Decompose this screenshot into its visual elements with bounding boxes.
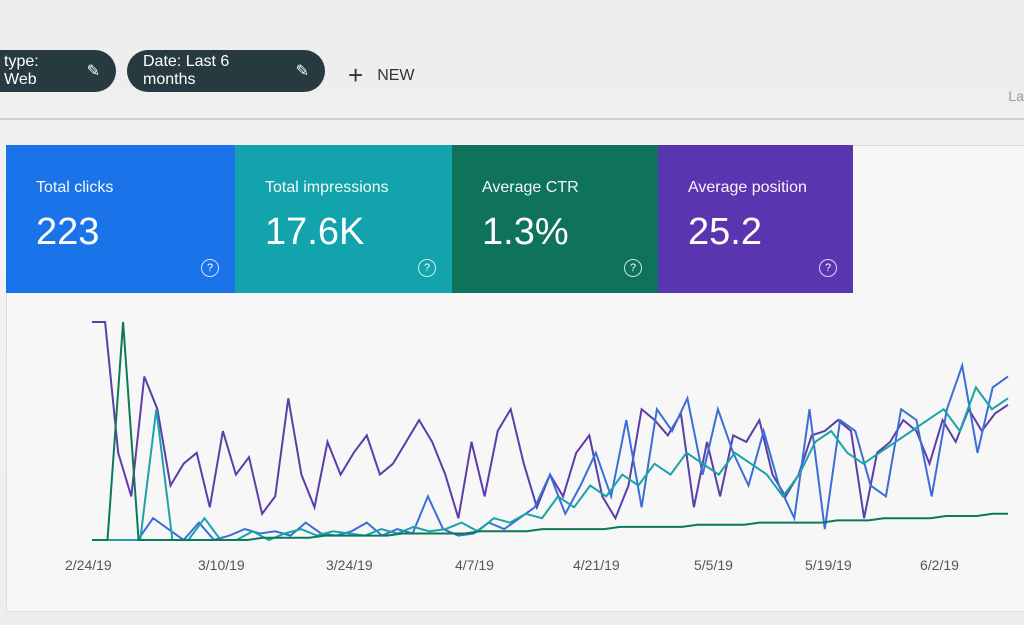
- help-icon[interactable]: ?: [624, 259, 642, 277]
- metric-card-average-position[interactable]: Average position 25.2?: [658, 145, 853, 293]
- filter-chip-type[interactable]: type: Web ✎: [0, 50, 116, 92]
- series-line-total-clicks: [92, 361, 1009, 542]
- filter-label: Date: Last 6 months: [143, 53, 230, 88]
- last-updated-label: La: [1008, 88, 1024, 104]
- x-tick-label: 4/7/19: [455, 557, 494, 573]
- metric-card-average-ctr[interactable]: Average CTR 1.3%?: [452, 145, 658, 293]
- x-tick-label: 5/19/19: [805, 557, 852, 573]
- metric-value: 17.6K: [265, 211, 365, 253]
- metric-title: Total impressions: [265, 179, 389, 196]
- plus-icon: +: [348, 60, 364, 90]
- metric-title: Average CTR: [482, 179, 579, 196]
- x-tick-label: 6/2/19: [920, 557, 959, 573]
- x-tick-label: 3/24/19: [326, 557, 373, 573]
- pencil-icon[interactable]: ✎: [86, 63, 100, 80]
- help-icon[interactable]: ?: [819, 259, 837, 277]
- series-line-average-ctr: [92, 321, 1008, 541]
- x-tick-label: 2/24/19: [65, 557, 112, 573]
- help-icon[interactable]: ?: [418, 259, 436, 277]
- pencil-icon[interactable]: ✎: [295, 63, 309, 80]
- new-filter-button[interactable]: + NEW: [348, 60, 415, 91]
- filter-label: type: Web: [4, 53, 39, 88]
- metric-card-total-impressions[interactable]: Total impressions 17.6K?: [235, 145, 452, 293]
- x-tick-label: 4/21/19: [573, 557, 620, 573]
- metric-value: 223: [36, 211, 100, 253]
- metric-title: Average position: [688, 179, 807, 196]
- x-tick-label: 3/10/19: [198, 557, 245, 573]
- new-label: NEW: [377, 66, 415, 84]
- x-tick-label: 5/5/19: [694, 557, 733, 573]
- metric-card-total-clicks[interactable]: Total clicks 223?: [6, 145, 235, 293]
- help-icon[interactable]: ?: [201, 259, 219, 277]
- series-line-total-impressions: [92, 385, 1009, 542]
- series-line-average-position: [92, 321, 1009, 521]
- metric-value: 25.2: [688, 211, 762, 253]
- filter-toolbar: type: Web ✎ Date: Last 6 months ✎ + NEW La: [0, 48, 1024, 120]
- metric-title: Total clicks: [36, 179, 114, 196]
- metric-value: 1.3%: [482, 211, 569, 253]
- filter-chip-date[interactable]: Date: Last 6 months ✎: [127, 50, 325, 92]
